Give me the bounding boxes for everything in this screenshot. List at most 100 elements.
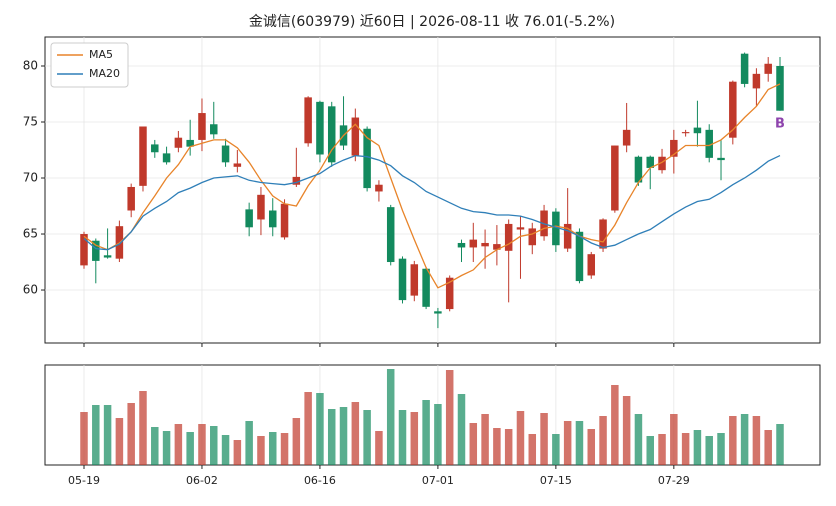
chart-title: 金诚信(603979) 近60日 | 2026-08-11 收 76.01(-5… bbox=[249, 14, 615, 30]
volume-bar bbox=[622, 396, 631, 465]
volume-bar bbox=[493, 428, 501, 465]
candle-body bbox=[504, 223, 513, 251]
volume-bar bbox=[304, 392, 312, 465]
candle-body bbox=[457, 242, 466, 248]
volume-bar bbox=[445, 370, 454, 465]
volume-bar bbox=[221, 435, 230, 465]
x-tick-label: 07-29 bbox=[658, 474, 690, 487]
volume-bar bbox=[174, 424, 183, 465]
x-tick-label: 05-19 bbox=[68, 474, 100, 487]
candle-body bbox=[587, 254, 596, 276]
volume-bar bbox=[681, 433, 690, 465]
x-tick-label: 06-02 bbox=[186, 474, 218, 487]
volume-panel bbox=[44, 364, 821, 466]
candle-body bbox=[717, 157, 725, 161]
marks bbox=[80, 52, 784, 465]
candle-body bbox=[410, 264, 419, 296]
volume-bar bbox=[693, 430, 702, 465]
candle-body bbox=[375, 184, 383, 192]
candle-body bbox=[398, 258, 407, 301]
candle-body bbox=[351, 117, 360, 156]
volume-bar bbox=[268, 432, 277, 465]
candle-body bbox=[658, 156, 666, 171]
volume-bar bbox=[646, 436, 654, 465]
volume-bar bbox=[457, 394, 466, 465]
volume-bar bbox=[729, 416, 737, 465]
volume-bar bbox=[587, 429, 596, 465]
y-tick-label: 80 bbox=[23, 59, 38, 73]
candle-body bbox=[103, 255, 112, 258]
volume-bar bbox=[127, 403, 135, 465]
volume-bar bbox=[469, 423, 478, 465]
volume-bar bbox=[351, 402, 360, 465]
candle-body bbox=[198, 113, 206, 140]
ma-line bbox=[83, 83, 781, 289]
candle-body bbox=[92, 240, 100, 261]
candle-body bbox=[304, 97, 312, 144]
x-tick-label: 07-01 bbox=[422, 474, 454, 487]
y-tick-label: 75 bbox=[23, 115, 38, 129]
volume-bar bbox=[245, 421, 253, 465]
y-tick-label: 60 bbox=[23, 283, 38, 297]
candle-body bbox=[764, 63, 772, 74]
legend-label: MA20 bbox=[89, 67, 120, 80]
candle-body bbox=[151, 144, 159, 153]
legend-label: MA5 bbox=[89, 48, 113, 61]
candle-body bbox=[552, 211, 560, 246]
x-tick-label: 06-16 bbox=[304, 474, 336, 487]
volume-bar bbox=[528, 434, 537, 465]
volume-bar bbox=[139, 391, 147, 465]
candle-body bbox=[493, 244, 501, 250]
volume-bar bbox=[162, 431, 171, 465]
volume-bar bbox=[398, 410, 407, 465]
candle-body bbox=[681, 132, 690, 134]
volume-bar bbox=[481, 414, 489, 465]
y-tick-label: 65 bbox=[23, 227, 38, 241]
volume-bar bbox=[103, 405, 112, 465]
volume-bar bbox=[198, 424, 206, 465]
candle-body bbox=[646, 156, 654, 168]
volume-bar bbox=[705, 436, 713, 465]
volume-bar bbox=[634, 414, 643, 465]
candle-body bbox=[210, 124, 218, 135]
candle-body bbox=[481, 242, 489, 247]
volume-bar bbox=[151, 427, 159, 465]
candle-body bbox=[611, 145, 619, 211]
volume-bar bbox=[233, 440, 242, 465]
candle-body bbox=[127, 186, 135, 211]
candle-body bbox=[257, 194, 265, 220]
volume-bar bbox=[92, 405, 100, 465]
candle-body bbox=[422, 268, 430, 307]
candle-body bbox=[221, 145, 230, 163]
price-panel bbox=[44, 36, 821, 344]
candle-body bbox=[634, 156, 643, 183]
candle-body bbox=[162, 153, 171, 163]
candle-body bbox=[186, 139, 194, 147]
volume-bar bbox=[740, 414, 749, 465]
volume-bar bbox=[339, 407, 348, 465]
volume-bar bbox=[504, 429, 513, 465]
volume-bar bbox=[410, 412, 419, 465]
candle-body bbox=[693, 127, 702, 134]
volume-bar bbox=[764, 430, 772, 465]
candle-body bbox=[563, 223, 572, 249]
candle-body bbox=[670, 139, 678, 157]
candle-body bbox=[445, 277, 454, 310]
volume-bar bbox=[80, 412, 88, 465]
volume-bar bbox=[316, 393, 324, 465]
volume-bar bbox=[611, 385, 619, 465]
volume-bar bbox=[386, 369, 395, 465]
volume-bar bbox=[186, 432, 194, 465]
volume-bar bbox=[552, 434, 560, 465]
candle-body bbox=[268, 210, 277, 228]
volume-bar bbox=[292, 418, 301, 465]
volume-bar bbox=[540, 413, 548, 465]
candle-body bbox=[599, 219, 607, 249]
volume-bar bbox=[516, 411, 525, 465]
candle-body bbox=[280, 203, 289, 238]
volume-bar bbox=[363, 410, 371, 465]
volume-bar bbox=[670, 414, 678, 465]
volume-bar bbox=[717, 433, 725, 465]
volume-bar bbox=[422, 400, 430, 465]
